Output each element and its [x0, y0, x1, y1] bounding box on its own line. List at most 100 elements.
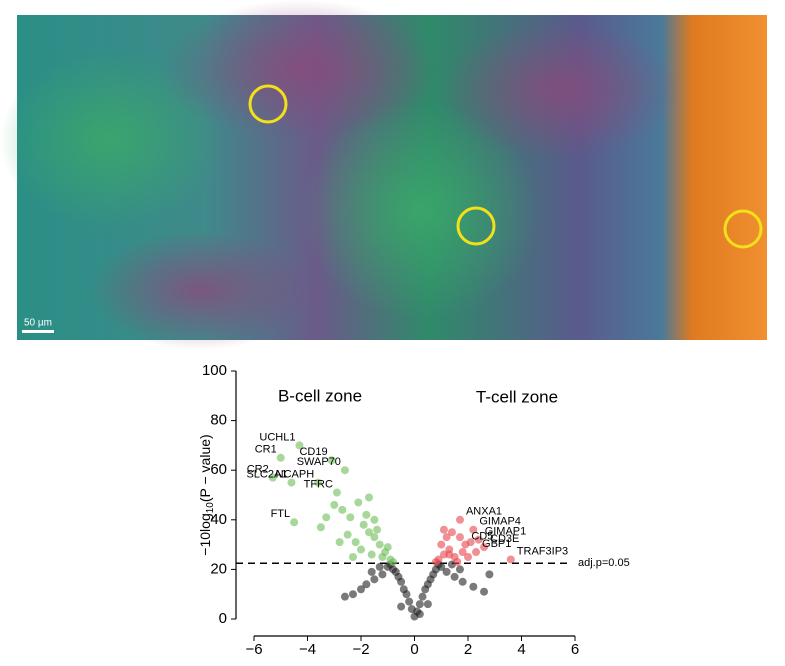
point: [405, 597, 414, 606]
point: [397, 602, 406, 611]
point: [290, 518, 299, 527]
point: [375, 540, 384, 549]
gene-label: CD5: [471, 531, 493, 543]
y-tick-label: 60: [210, 461, 227, 478]
point: [348, 553, 357, 561]
point: [407, 605, 416, 614]
gene-label: CD3E: [490, 533, 519, 545]
point: [469, 582, 478, 591]
point: [362, 510, 371, 519]
point: [346, 513, 355, 522]
point: [359, 520, 368, 529]
y-tick-label: 80: [210, 412, 227, 429]
point: [295, 441, 304, 450]
gene-label: CR1: [255, 444, 277, 456]
gene-label: NCAPH: [276, 469, 315, 481]
point: [445, 550, 454, 559]
point: [332, 488, 341, 497]
y-label-part: 10: [205, 502, 216, 514]
gene-label: UCHL1: [259, 431, 295, 443]
gene-label: FTL: [271, 508, 291, 520]
gene-label: SWAP70: [297, 456, 341, 468]
point: [370, 575, 379, 584]
point: [442, 567, 451, 576]
point: [469, 525, 478, 534]
point: [431, 557, 440, 566]
y-tick-label: 0: [219, 610, 227, 627]
gene-label: TFRC: [304, 478, 333, 490]
point: [453, 557, 462, 566]
point: [354, 498, 363, 507]
point: [399, 585, 408, 594]
micrograph: 50 µm: [0, 0, 767, 350]
zone-label: T-cell zone: [476, 387, 558, 406]
point: [375, 562, 384, 571]
point: [343, 530, 352, 539]
x-tick-label: 2: [464, 641, 472, 658]
point: [442, 533, 451, 542]
x-tick-label: −6: [245, 641, 262, 658]
point: [415, 600, 424, 609]
point: [316, 523, 325, 532]
point: [458, 577, 467, 586]
point: [367, 550, 376, 559]
point: [455, 515, 464, 524]
point: [466, 538, 475, 547]
point: [464, 553, 472, 561]
point: [383, 543, 392, 552]
y-axis-label: −10log10(P − value): [197, 434, 216, 555]
x-tick-label: 0: [410, 641, 418, 658]
point: [340, 592, 349, 601]
volcano-plot: 0 20 40 60 80 100 −6 −4 −2 0 2 4 6 −10log10(P − value…: [197, 362, 630, 658]
point: [437, 540, 446, 549]
x-tick-label: 6: [571, 641, 579, 658]
gene-label: ANXA1: [466, 506, 502, 518]
point: [389, 557, 398, 566]
point: [378, 553, 387, 561]
gene-label: SLC2A1: [246, 469, 287, 481]
point: [362, 580, 371, 589]
point: [268, 473, 277, 482]
threshold-label: adj.p=0.05: [578, 557, 630, 569]
point: [474, 535, 483, 544]
point: [485, 570, 494, 579]
point: [378, 570, 387, 579]
point: [348, 590, 357, 599]
point: [439, 525, 448, 534]
point: [351, 538, 360, 547]
point: [335, 538, 344, 547]
point: [365, 493, 374, 502]
point: [357, 545, 365, 554]
point: [365, 528, 374, 537]
point: [480, 543, 489, 552]
point: [480, 587, 489, 596]
point: [327, 456, 336, 465]
point: [340, 466, 349, 475]
x-tick-label: 4: [517, 641, 525, 658]
y-label-part: −10log: [197, 513, 213, 555]
point: [455, 565, 464, 574]
point: [322, 513, 331, 522]
point: [373, 525, 382, 534]
x-tick-label: −4: [299, 641, 316, 658]
point: [338, 505, 347, 514]
point: [506, 555, 515, 564]
gene-label: TRAF3IP3: [517, 545, 568, 557]
y-tick-label: 40: [210, 511, 227, 528]
point: [370, 515, 379, 524]
point: [455, 533, 464, 542]
gene-label: GIMAP4: [479, 516, 521, 528]
point: [472, 548, 481, 557]
point: [418, 592, 427, 601]
point: [450, 572, 459, 581]
y-tick-label: 20: [210, 560, 227, 577]
zone-label: B-cell zone: [278, 386, 362, 405]
point: [357, 585, 365, 594]
point: [415, 610, 424, 619]
point: [287, 478, 296, 487]
point: [276, 453, 285, 462]
gene-label: CD19: [299, 446, 327, 458]
point: [458, 548, 467, 557]
y-tick-label: 100: [202, 362, 227, 379]
